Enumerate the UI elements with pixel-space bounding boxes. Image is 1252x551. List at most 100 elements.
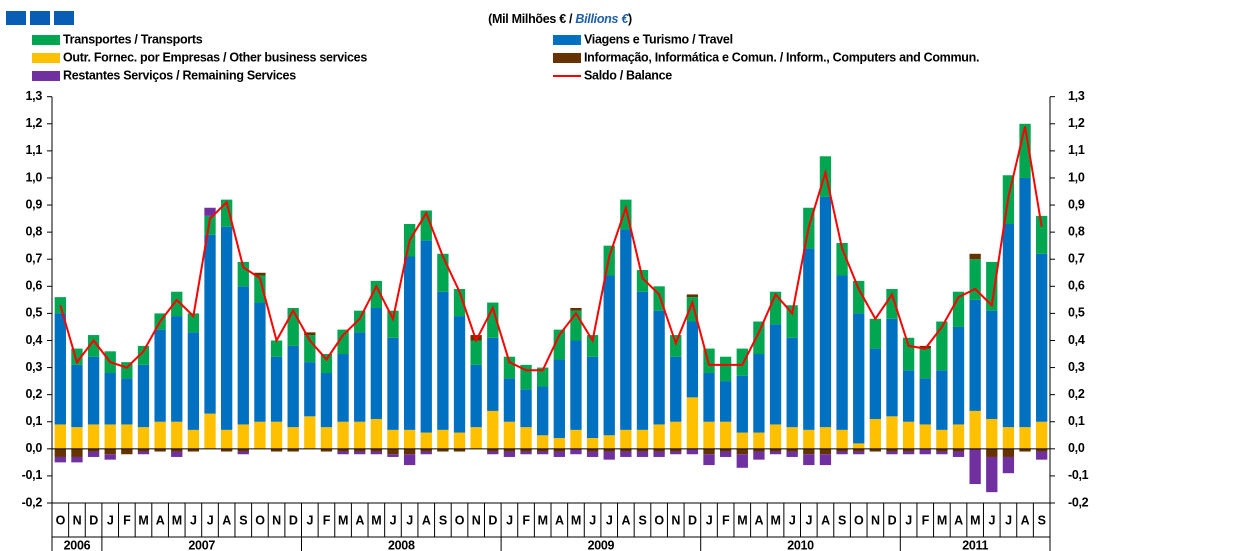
bar-segment — [636, 451, 649, 457]
bar-segment — [420, 451, 432, 455]
bar-segment — [902, 448, 915, 452]
bar-segment — [1036, 421, 1048, 449]
bar-segment — [187, 332, 200, 430]
bar-segment — [503, 451, 516, 457]
y-tick-label: -0,1 — [22, 468, 43, 482]
bar-segment — [553, 451, 565, 457]
x-tick-label: M — [737, 513, 747, 527]
x-tick-label: M — [138, 513, 148, 527]
bar-segment — [1036, 451, 1048, 460]
x-tick-label: N — [871, 513, 880, 527]
bar-segment — [420, 432, 432, 449]
bar-segment — [137, 427, 150, 449]
bar-segment — [54, 424, 66, 449]
bar-segment — [653, 424, 665, 449]
bar-segment — [537, 386, 549, 436]
y2-tick-label: 0,4 — [1068, 333, 1085, 347]
bar-segment — [986, 419, 998, 449]
bar-segment — [620, 448, 632, 452]
bar-segment — [670, 421, 682, 449]
bar-segment — [420, 448, 432, 452]
bar-segment — [703, 348, 715, 373]
x-tick-label: O — [255, 513, 265, 527]
x-tick-label: M — [338, 513, 348, 527]
x-tick-label: N — [472, 513, 481, 527]
y2-tick-label: 0,5 — [1068, 306, 1085, 320]
bar-segment — [736, 348, 748, 376]
bar-segment — [803, 454, 815, 466]
bar-segment — [503, 378, 516, 422]
bar-segment — [769, 424, 782, 449]
bar-segment — [570, 429, 582, 449]
bar-segment — [187, 313, 200, 333]
x-tick-label: D — [688, 513, 697, 527]
bar-segment — [487, 448, 499, 452]
bar-segment — [520, 364, 532, 390]
bar-segment — [387, 337, 399, 430]
bar-segment — [969, 410, 981, 449]
bar-segment — [287, 307, 299, 346]
bar-segment — [470, 427, 482, 449]
x-tick-label: N — [272, 513, 281, 527]
bar-segment — [1019, 177, 1031, 428]
bar-segment — [819, 448, 832, 455]
bar-segment — [104, 424, 116, 449]
bar-segment — [553, 359, 565, 438]
bar-segment — [603, 451, 615, 460]
bar-segment — [886, 416, 898, 449]
bar-segment — [620, 199, 632, 230]
y2-tick-label: 0,2 — [1068, 387, 1085, 401]
bar-segment — [1002, 224, 1015, 428]
bar-segment — [936, 429, 948, 449]
bar-segment — [869, 348, 882, 420]
bar-segment — [620, 229, 632, 430]
bar-segment — [403, 454, 416, 466]
bar-segment — [1019, 448, 1031, 452]
legend-label: Outr. Fornec. por Empresas / Other busin… — [63, 50, 367, 64]
bar-segment — [769, 291, 782, 325]
bar-segment — [836, 275, 848, 430]
bar-segment — [886, 289, 898, 319]
bar-segment — [337, 354, 349, 422]
bar-segment — [387, 310, 399, 338]
bar-segment — [703, 372, 715, 422]
bar-segment — [786, 337, 798, 428]
bar-segment — [387, 429, 399, 449]
x-tick-label: M — [970, 513, 980, 527]
bar-segment — [520, 427, 532, 449]
bar-segment — [769, 448, 782, 452]
y-tick-label: 0,2 — [26, 387, 43, 401]
x-tick-label: D — [488, 513, 497, 527]
bar-segment — [204, 413, 216, 449]
x-tick-label: O — [455, 513, 465, 527]
bar-segment — [620, 429, 632, 449]
bar-segment — [586, 437, 599, 449]
bar-segment — [719, 448, 732, 452]
bar-segment — [204, 207, 216, 216]
bar-segment — [204, 234, 216, 414]
x-tick-label: A — [1021, 513, 1030, 527]
bar-segment — [403, 429, 416, 449]
bar-segment — [304, 332, 316, 336]
year-label: 2011 — [962, 538, 988, 551]
bar-segment — [337, 421, 349, 449]
bar-segment — [603, 275, 615, 436]
bar-segment — [270, 421, 283, 449]
y-tick-label: 0,3 — [26, 360, 43, 374]
bar-segment — [537, 451, 549, 455]
bar-segment — [171, 291, 183, 317]
x-tick-label: J — [207, 513, 214, 527]
bar-segment — [719, 451, 732, 457]
y2-tick-label: 0,3 — [1068, 360, 1085, 374]
legend-label: Viagens e Turismo / Travel — [584, 32, 733, 46]
bar-segment — [703, 421, 715, 449]
bar-segment — [354, 451, 366, 455]
bar-segment — [387, 448, 399, 455]
bar-segment — [121, 424, 133, 449]
bar-segment — [287, 345, 299, 428]
bar-segment — [171, 421, 183, 449]
bar-segment — [703, 454, 715, 466]
bar-segment — [354, 421, 366, 449]
bar-segment — [1002, 456, 1015, 474]
x-tick-label: J — [988, 513, 995, 527]
